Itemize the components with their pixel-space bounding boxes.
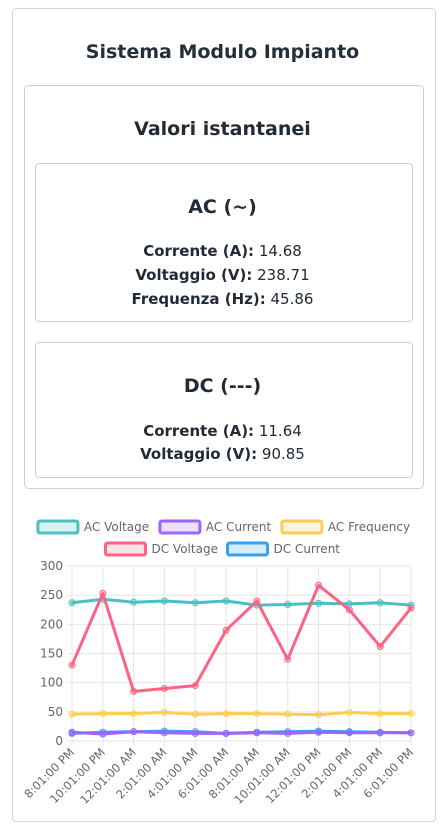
- data-point-dc-voltage[interactable]: [222, 626, 230, 634]
- data-point-ac-voltage[interactable]: [222, 597, 230, 605]
- dc-voltage-value: 90.85: [261, 445, 305, 463]
- ac-current-row: Corrente (A): 14.68: [0, 242, 445, 260]
- y-tick-label: 100: [40, 676, 63, 690]
- legend-label-dc-voltage[interactable]: DC Voltage: [152, 542, 218, 556]
- app-title: Sistema Modulo Impianto: [85, 41, 360, 63]
- data-point-dc-voltage[interactable]: [315, 581, 323, 589]
- instant-values-panel: [24, 85, 424, 489]
- data-point-ac-frequency[interactable]: [407, 710, 415, 718]
- data-point-dc-voltage[interactable]: [407, 604, 415, 612]
- data-point-ac-frequency[interactable]: [345, 708, 353, 716]
- data-point-ac-voltage[interactable]: [284, 601, 292, 608]
- data-point-ac-frequency[interactable]: [376, 710, 384, 718]
- data-point-ac-voltage[interactable]: [315, 599, 323, 607]
- series-line-ac-frequency: [70, 710, 413, 717]
- ac-voltage-label: Voltaggio (V):: [135, 266, 253, 284]
- data-point-dc-voltage[interactable]: [99, 589, 107, 597]
- series-line-dc-voltage: [70, 583, 413, 693]
- data-point-ac-current[interactable]: [130, 728, 138, 736]
- history-chart: AC Voltage AC Current AC Frequency DC Volta…: [0, 505, 445, 825]
- ac-card-title: AC (~): [188, 196, 257, 218]
- data-point-ac-current[interactable]: [315, 728, 323, 736]
- data-point-ac-voltage[interactable]: [376, 599, 384, 607]
- data-point-ac-voltage[interactable]: [191, 599, 199, 607]
- ac-frequency-row: Frequenza (Hz): 45.86: [0, 290, 445, 308]
- data-point-dc-voltage[interactable]: [253, 597, 261, 605]
- legend-swatch-dc-voltage[interactable]: [104, 541, 147, 557]
- data-point-ac-current[interactable]: [284, 729, 292, 737]
- data-point-ac-current[interactable]: [407, 729, 415, 737]
- data-point-dc-voltage[interactable]: [345, 606, 353, 614]
- data-point-ac-voltage[interactable]: [130, 598, 138, 606]
- data-point-dc-voltage[interactable]: [284, 655, 292, 663]
- y-tick-label: 250: [40, 588, 63, 602]
- legend-label-ac-frequency[interactable]: AC Frequency: [328, 520, 410, 534]
- data-point-ac-current[interactable]: [222, 729, 230, 737]
- dc-current-value: 11.64: [258, 422, 302, 440]
- ac-voltage-value: 238.71: [257, 266, 310, 284]
- series-line-ac-current: [70, 730, 413, 736]
- y-tick-label: 50: [48, 705, 63, 719]
- legend-label-ac-current[interactable]: AC Current: [206, 520, 272, 534]
- data-point-dc-voltage[interactable]: [191, 682, 199, 690]
- ac-current-value: 14.68: [258, 242, 302, 260]
- dc-voltage-label: Voltaggio (V):: [140, 445, 258, 463]
- y-tick-label: 300: [40, 559, 63, 573]
- panel-title: Valori istantanei: [134, 118, 311, 140]
- dc-current-row: Corrente (A): 11.64: [0, 422, 445, 440]
- data-point-ac-current[interactable]: [191, 729, 199, 737]
- data-point-ac-voltage[interactable]: [345, 600, 353, 608]
- main-container: [12, 8, 436, 822]
- legend-label-dc-current[interactable]: DC Current: [274, 542, 341, 556]
- dc-current-label: Corrente (A):: [143, 422, 255, 440]
- data-point-ac-voltage[interactable]: [160, 597, 168, 605]
- data-point-ac-voltage[interactable]: [68, 599, 76, 607]
- data-point-ac-frequency[interactable]: [130, 710, 138, 718]
- data-point-ac-frequency[interactable]: [191, 710, 199, 718]
- data-point-ac-current[interactable]: [345, 729, 353, 737]
- legend-label-ac-voltage[interactable]: AC Voltage: [84, 520, 149, 534]
- data-point-ac-current[interactable]: [99, 730, 107, 738]
- data-point-dc-voltage[interactable]: [160, 685, 168, 692]
- data-point-ac-current[interactable]: [253, 729, 261, 737]
- series-line-ac-voltage: [70, 597, 413, 607]
- legend-swatch-ac-frequency[interactable]: [280, 519, 324, 535]
- data-point-ac-frequency[interactable]: [253, 710, 261, 718]
- ac-current-label: Corrente (A):: [143, 242, 255, 260]
- legend-swatch-ac-current[interactable]: [158, 519, 202, 535]
- ac-voltage-row: Voltaggio (V): 238.71: [0, 266, 445, 284]
- data-point-ac-frequency[interactable]: [284, 710, 292, 718]
- dc-card: [35, 342, 413, 478]
- legend-swatch-ac-voltage[interactable]: [36, 519, 80, 535]
- y-tick-label: 0: [55, 734, 63, 748]
- data-point-dc-voltage[interactable]: [376, 643, 384, 650]
- data-point-dc-voltage[interactable]: [68, 661, 76, 669]
- ac-frequency-value: 45.86: [270, 290, 314, 308]
- data-point-ac-frequency[interactable]: [68, 710, 76, 718]
- data-point-ac-current[interactable]: [160, 729, 168, 737]
- data-point-ac-frequency[interactable]: [99, 710, 107, 718]
- data-point-ac-frequency[interactable]: [160, 708, 168, 716]
- dc-voltage-row: Voltaggio (V): 90.85: [0, 445, 445, 463]
- data-point-ac-current[interactable]: [376, 729, 384, 737]
- dc-card-title: DC (---): [183, 375, 262, 397]
- data-point-ac-frequency[interactable]: [222, 710, 230, 718]
- y-tick-label: 200: [40, 617, 63, 631]
- data-point-dc-voltage[interactable]: [130, 687, 138, 695]
- line-chart-svg: AC Voltage AC Current AC Frequency DC Volta…: [21, 519, 416, 807]
- data-point-ac-current[interactable]: [68, 728, 76, 736]
- y-tick-label: 150: [40, 647, 63, 661]
- ac-card: [35, 163, 413, 322]
- ac-frequency-label: Frequenza (Hz):: [131, 290, 266, 308]
- legend-swatch-dc-current[interactable]: [226, 541, 269, 557]
- data-point-ac-frequency[interactable]: [315, 711, 323, 719]
